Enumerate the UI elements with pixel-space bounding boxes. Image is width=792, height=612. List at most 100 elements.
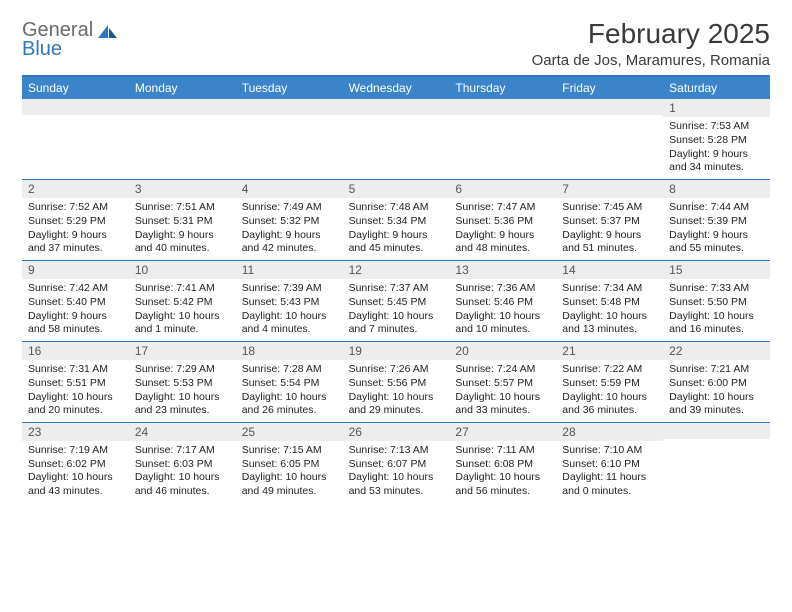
day-number: 18	[236, 342, 343, 360]
day-cell: 14Sunrise: 7:34 AMSunset: 5:48 PMDayligh…	[556, 261, 663, 341]
day-number: 14	[556, 261, 663, 279]
day-number: 8	[663, 180, 770, 198]
daylight-text: Daylight: 10 hours and 7 minutes.	[349, 310, 444, 337]
calendar-week: 1Sunrise: 7:53 AMSunset: 5:28 PMDaylight…	[22, 99, 770, 179]
sunrise-text: Sunrise: 7:34 AM	[562, 282, 657, 296]
daylight-text: Daylight: 10 hours and 36 minutes.	[562, 391, 657, 418]
day-number: 5	[343, 180, 450, 198]
day-details: Sunrise: 7:31 AMSunset: 5:51 PMDaylight:…	[22, 360, 129, 422]
day-details: Sunrise: 7:24 AMSunset: 5:57 PMDaylight:…	[449, 360, 556, 422]
day-cell	[343, 99, 450, 179]
sunrise-text: Sunrise: 7:52 AM	[28, 201, 123, 215]
daylight-text: Daylight: 10 hours and 43 minutes.	[28, 471, 123, 498]
sunrise-text: Sunrise: 7:33 AM	[669, 282, 764, 296]
sunrise-text: Sunrise: 7:21 AM	[669, 363, 764, 377]
day-number: 13	[449, 261, 556, 279]
calendar-week: 16Sunrise: 7:31 AMSunset: 5:51 PMDayligh…	[22, 341, 770, 422]
daylight-text: Daylight: 9 hours and 42 minutes.	[242, 229, 337, 256]
sunset-text: Sunset: 5:32 PM	[242, 215, 337, 229]
day-number: 10	[129, 261, 236, 279]
daylight-text: Daylight: 10 hours and 13 minutes.	[562, 310, 657, 337]
day-details: Sunrise: 7:13 AMSunset: 6:07 PMDaylight:…	[343, 441, 450, 503]
day-details: Sunrise: 7:39 AMSunset: 5:43 PMDaylight:…	[236, 279, 343, 341]
day-cell: 12Sunrise: 7:37 AMSunset: 5:45 PMDayligh…	[343, 261, 450, 341]
sunset-text: Sunset: 5:31 PM	[135, 215, 230, 229]
sunrise-text: Sunrise: 7:47 AM	[455, 201, 550, 215]
weekday-label: Friday	[556, 77, 663, 99]
day-number: 1	[663, 99, 770, 117]
day-details: Sunrise: 7:52 AMSunset: 5:29 PMDaylight:…	[22, 198, 129, 260]
day-number: 9	[22, 261, 129, 279]
day-details: Sunrise: 7:21 AMSunset: 6:00 PMDaylight:…	[663, 360, 770, 422]
day-number: 26	[343, 423, 450, 441]
calendar-grid: 1Sunrise: 7:53 AMSunset: 5:28 PMDaylight…	[22, 99, 770, 503]
day-number: 3	[129, 180, 236, 198]
sunset-text: Sunset: 5:34 PM	[349, 215, 444, 229]
day-cell	[663, 423, 770, 503]
day-details: Sunrise: 7:28 AMSunset: 5:54 PMDaylight:…	[236, 360, 343, 422]
brand-blue: Blue	[22, 39, 93, 59]
daylight-text: Daylight: 10 hours and 1 minute.	[135, 310, 230, 337]
daylight-text: Daylight: 9 hours and 40 minutes.	[135, 229, 230, 256]
day-number: 20	[449, 342, 556, 360]
sunset-text: Sunset: 5:43 PM	[242, 296, 337, 310]
day-cell	[236, 99, 343, 179]
sunset-text: Sunset: 5:28 PM	[669, 134, 764, 148]
day-cell: 20Sunrise: 7:24 AMSunset: 5:57 PMDayligh…	[449, 342, 556, 422]
day-cell: 9Sunrise: 7:42 AMSunset: 5:40 PMDaylight…	[22, 261, 129, 341]
day-cell: 27Sunrise: 7:11 AMSunset: 6:08 PMDayligh…	[449, 423, 556, 503]
sunset-text: Sunset: 5:57 PM	[455, 377, 550, 391]
day-details: Sunrise: 7:53 AMSunset: 5:28 PMDaylight:…	[663, 117, 770, 179]
brand-text: General Blue	[22, 20, 93, 59]
day-number	[343, 99, 450, 115]
sunset-text: Sunset: 5:51 PM	[28, 377, 123, 391]
sunset-text: Sunset: 5:40 PM	[28, 296, 123, 310]
sunrise-text: Sunrise: 7:51 AM	[135, 201, 230, 215]
calendar-week: 2Sunrise: 7:52 AMSunset: 5:29 PMDaylight…	[22, 179, 770, 260]
day-number: 22	[663, 342, 770, 360]
sunrise-text: Sunrise: 7:44 AM	[669, 201, 764, 215]
sunset-text: Sunset: 5:42 PM	[135, 296, 230, 310]
sunset-text: Sunset: 6:07 PM	[349, 458, 444, 472]
daylight-text: Daylight: 10 hours and 26 minutes.	[242, 391, 337, 418]
daylight-text: Daylight: 10 hours and 4 minutes.	[242, 310, 337, 337]
sunrise-text: Sunrise: 7:42 AM	[28, 282, 123, 296]
day-number: 6	[449, 180, 556, 198]
daylight-text: Daylight: 10 hours and 46 minutes.	[135, 471, 230, 498]
day-number: 2	[22, 180, 129, 198]
day-cell: 24Sunrise: 7:17 AMSunset: 6:03 PMDayligh…	[129, 423, 236, 503]
day-details: Sunrise: 7:41 AMSunset: 5:42 PMDaylight:…	[129, 279, 236, 341]
daylight-text: Daylight: 10 hours and 53 minutes.	[349, 471, 444, 498]
day-number	[449, 99, 556, 115]
day-cell: 5Sunrise: 7:48 AMSunset: 5:34 PMDaylight…	[343, 180, 450, 260]
sunrise-text: Sunrise: 7:15 AM	[242, 444, 337, 458]
day-number	[22, 99, 129, 115]
day-cell	[449, 99, 556, 179]
weekday-label: Saturday	[663, 77, 770, 99]
brand-logo: General Blue	[22, 20, 119, 59]
day-details: Sunrise: 7:10 AMSunset: 6:10 PMDaylight:…	[556, 441, 663, 503]
daylight-text: Daylight: 10 hours and 29 minutes.	[349, 391, 444, 418]
day-cell: 17Sunrise: 7:29 AMSunset: 5:53 PMDayligh…	[129, 342, 236, 422]
day-cell: 2Sunrise: 7:52 AMSunset: 5:29 PMDaylight…	[22, 180, 129, 260]
daylight-text: Daylight: 10 hours and 39 minutes.	[669, 391, 764, 418]
day-cell: 26Sunrise: 7:13 AMSunset: 6:07 PMDayligh…	[343, 423, 450, 503]
day-cell: 4Sunrise: 7:49 AMSunset: 5:32 PMDaylight…	[236, 180, 343, 260]
day-number: 19	[343, 342, 450, 360]
daylight-text: Daylight: 9 hours and 37 minutes.	[28, 229, 123, 256]
day-number	[556, 99, 663, 115]
day-details: Sunrise: 7:15 AMSunset: 6:05 PMDaylight:…	[236, 441, 343, 503]
sunrise-text: Sunrise: 7:10 AM	[562, 444, 657, 458]
day-number: 16	[22, 342, 129, 360]
sunrise-text: Sunrise: 7:26 AM	[349, 363, 444, 377]
day-cell: 23Sunrise: 7:19 AMSunset: 6:02 PMDayligh…	[22, 423, 129, 503]
sunset-text: Sunset: 5:46 PM	[455, 296, 550, 310]
day-number: 24	[129, 423, 236, 441]
day-number: 27	[449, 423, 556, 441]
daylight-text: Daylight: 11 hours and 0 minutes.	[562, 471, 657, 498]
sunrise-text: Sunrise: 7:22 AM	[562, 363, 657, 377]
day-cell: 15Sunrise: 7:33 AMSunset: 5:50 PMDayligh…	[663, 261, 770, 341]
day-details: Sunrise: 7:49 AMSunset: 5:32 PMDaylight:…	[236, 198, 343, 260]
sunset-text: Sunset: 6:03 PM	[135, 458, 230, 472]
daylight-text: Daylight: 10 hours and 56 minutes.	[455, 471, 550, 498]
